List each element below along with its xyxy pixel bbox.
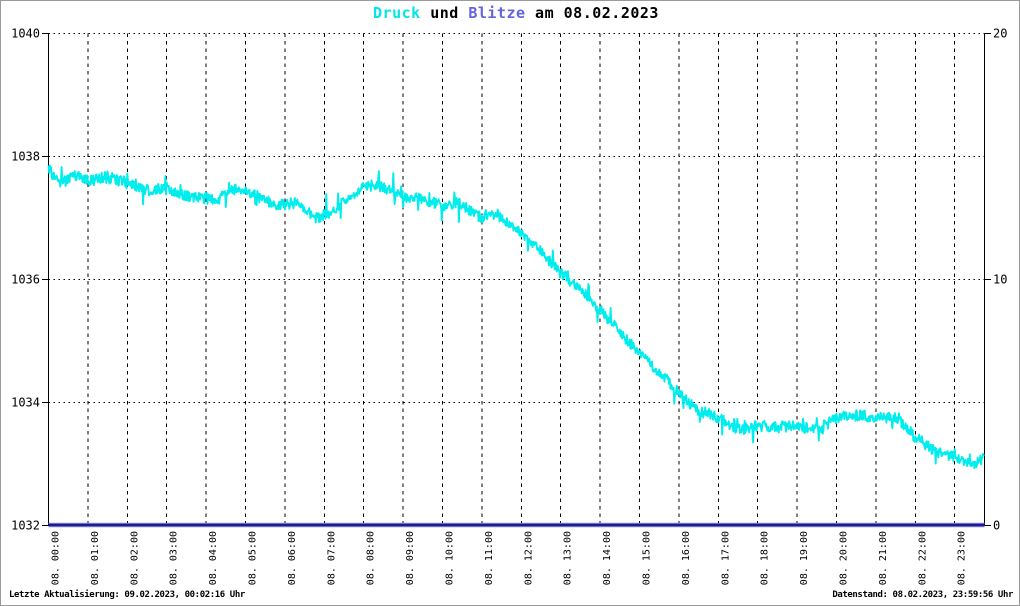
title-druck-label: Druck [373,4,421,22]
x-tick-label: 08. 14:00 [602,531,613,585]
y-left-tick-label: 1038 [11,150,40,164]
x-tick-label: 08. 03:00 [169,531,180,585]
x-tick-label: 08. 11:00 [484,531,495,585]
x-tick-label: 08. 15:00 [642,531,653,585]
x-tick-label: 08. 12:00 [523,531,534,585]
y-left-tick-label: 1040 [11,27,40,41]
x-tick-label: 08. 07:00 [326,531,337,585]
y-right-tick-label: 20 [993,27,1007,41]
x-tick-label: 08. 00:00 [51,531,62,585]
title-und-text: und [420,4,469,22]
x-tick-label: 08. 10:00 [445,531,456,585]
x-tick-label: 08. 23:00 [957,531,968,585]
chart-title: Druck und Blitze am 08.02.2023 [48,4,984,22]
title-date-text: am 08.02.2023 [525,4,659,22]
x-tick-label: 08. 13:00 [563,531,574,585]
y-right-tick-label: 0 [993,519,1000,533]
x-tick-label: 08. 22:00 [917,531,928,585]
x-tick-label: 08. 08:00 [366,531,377,585]
x-tick-label: 08. 17:00 [720,531,731,585]
data-timestamp-text: Datenstand: 08.02.2023, 23:59:56 Uhr [832,590,1013,600]
x-tick-label: 08. 16:00 [681,531,692,585]
x-tick-label: 08. 21:00 [878,531,889,585]
y-left-tick-label: 1036 [11,273,40,287]
druck-pressure-line [47,164,985,470]
x-tick-label: 08. 04:00 [208,531,219,585]
x-tick-label: 08. 05:00 [248,531,259,585]
x-tick-label: 08. 19:00 [799,531,810,585]
last-update-text: Letzte Aktualisierung: 09.02.2023, 00:02… [9,590,245,600]
x-tick-label: 08. 02:00 [129,531,140,585]
x-tick-label: 08. 01:00 [90,531,101,585]
title-blitze-label: Blitze [468,4,526,22]
x-tick-label: 08. 18:00 [760,531,771,585]
y-left-tick-label: 1032 [11,519,40,533]
x-tick-label: 08. 20:00 [839,531,850,585]
x-tick-label: 08. 06:00 [287,531,298,585]
x-tick-label: 08. 09:00 [405,531,416,585]
y-left-tick-label: 1034 [11,396,40,410]
y-right-tick-label: 10 [993,273,1007,287]
